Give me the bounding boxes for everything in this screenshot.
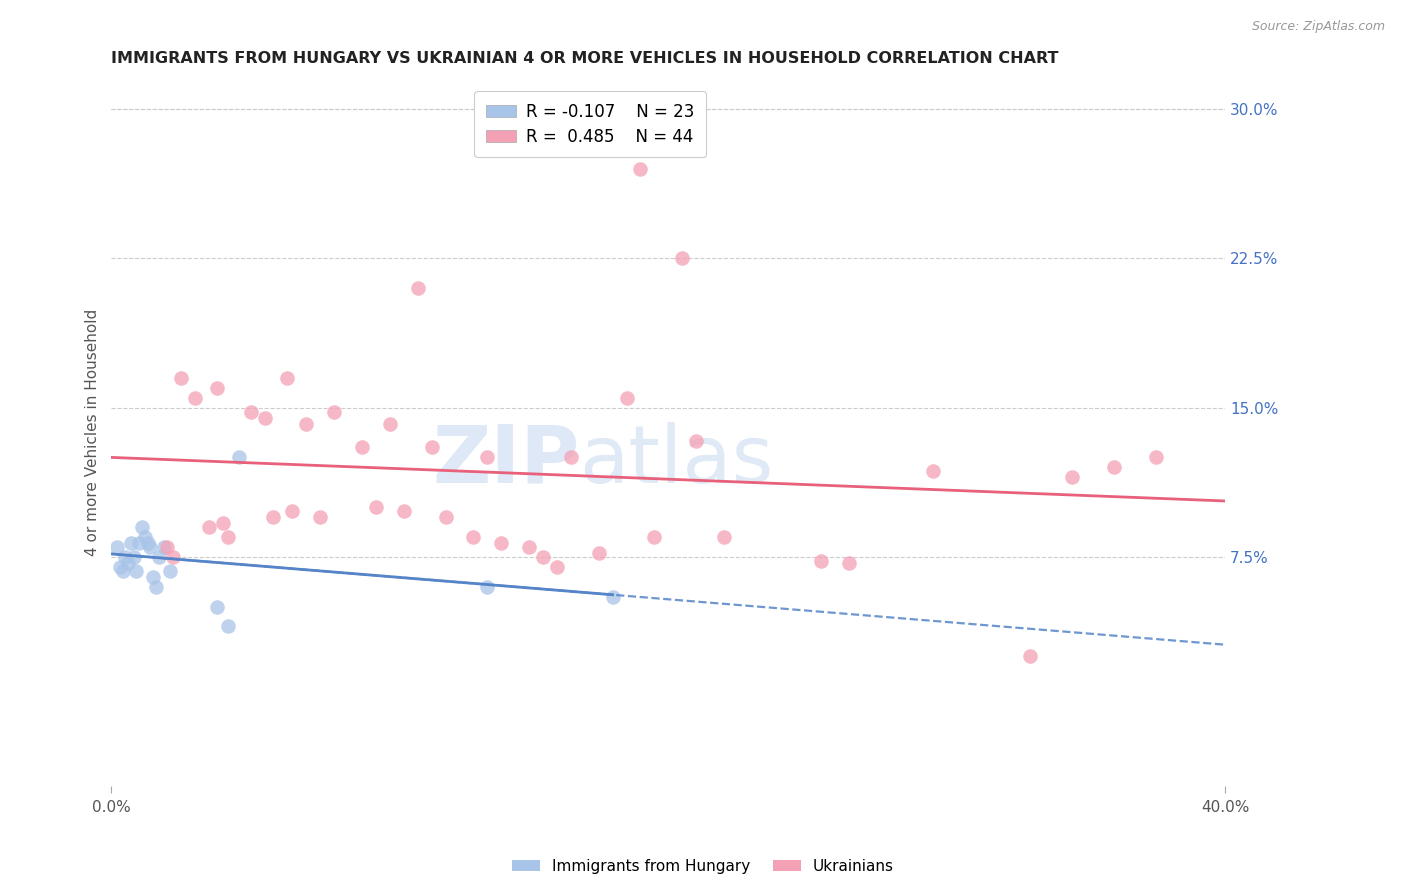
Point [531, 549, 554, 564]
Point [434, 510, 457, 524]
Point [205, 381, 228, 395]
Point [323, 404, 346, 418]
Point [1102, 460, 1125, 475]
Point [148, 549, 170, 564]
Point [602, 590, 624, 604]
Point [309, 510, 332, 524]
Point [378, 417, 401, 431]
Point [546, 559, 568, 574]
Point [489, 536, 512, 550]
Point [1144, 450, 1167, 465]
Point [253, 410, 276, 425]
Point [205, 599, 228, 614]
Point [671, 252, 693, 266]
Point [838, 556, 860, 570]
Point [406, 281, 429, 295]
Point [122, 549, 145, 564]
Point [477, 450, 499, 465]
Point [211, 516, 233, 530]
Point [1019, 649, 1042, 664]
Point [517, 540, 540, 554]
Text: Source: ZipAtlas.com: Source: ZipAtlas.com [1251, 20, 1385, 33]
Point [159, 564, 181, 578]
Point [630, 161, 652, 176]
Point [217, 530, 239, 544]
Point [295, 417, 318, 431]
Legend: R = -0.107    N = 23, R =  0.485    N = 44: R = -0.107 N = 23, R = 0.485 N = 44 [474, 91, 706, 157]
Point [184, 391, 207, 405]
Point [139, 540, 162, 554]
Point [228, 450, 250, 465]
Point [477, 580, 499, 594]
Point [142, 570, 165, 584]
Point [198, 520, 221, 534]
Point [1060, 470, 1083, 484]
Point [153, 540, 176, 554]
Point [810, 554, 832, 568]
Legend: Immigrants from Hungary, Ukrainians: Immigrants from Hungary, Ukrainians [506, 853, 900, 880]
Point [114, 549, 136, 564]
Point [105, 540, 128, 554]
Point [560, 450, 582, 465]
Point [128, 536, 150, 550]
Point [239, 404, 262, 418]
Point [125, 564, 148, 578]
Text: atlas: atlas [579, 422, 773, 500]
Point [685, 434, 707, 449]
Point [276, 371, 298, 385]
Point [392, 504, 415, 518]
Point [117, 556, 139, 570]
Text: IMMIGRANTS FROM HUNGARY VS UKRAINIAN 4 OR MORE VEHICLES IN HOUSEHOLD CORRELATION: IMMIGRANTS FROM HUNGARY VS UKRAINIAN 4 O… [111, 51, 1059, 66]
Y-axis label: 4 or more Vehicles in Household: 4 or more Vehicles in Household [86, 309, 100, 556]
Point [170, 371, 193, 385]
Point [643, 530, 665, 544]
Point [108, 559, 131, 574]
Point [921, 464, 943, 478]
Point [134, 530, 156, 544]
Point [364, 500, 387, 515]
Point [217, 619, 239, 633]
Point [156, 540, 179, 554]
Point [145, 580, 167, 594]
Point [281, 504, 304, 518]
Point [162, 549, 184, 564]
Point [111, 564, 134, 578]
Text: ZIP: ZIP [432, 422, 579, 500]
Point [420, 441, 443, 455]
Point [588, 546, 610, 560]
Point [136, 536, 159, 550]
Point [131, 520, 153, 534]
Point [350, 441, 373, 455]
Point [616, 391, 638, 405]
Point [463, 530, 485, 544]
Point [713, 530, 735, 544]
Point [262, 510, 284, 524]
Point [120, 536, 142, 550]
